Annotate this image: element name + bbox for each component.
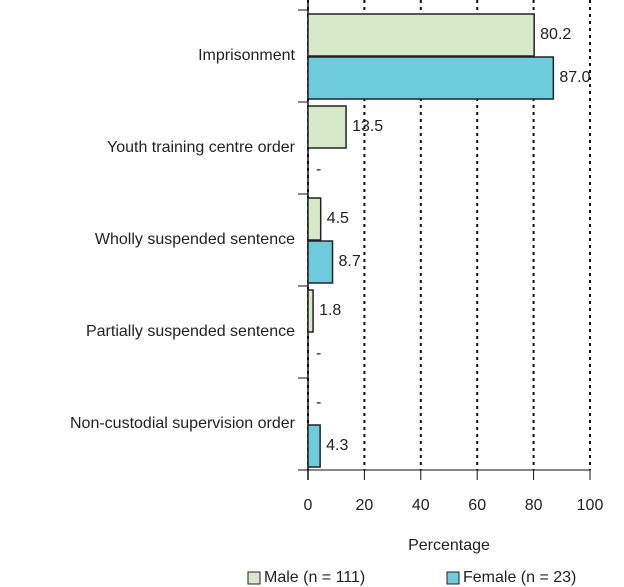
bar — [307, 424, 321, 468]
value-label: - — [316, 161, 321, 178]
legend-label: Female (n = 23) — [463, 569, 576, 586]
bar — [307, 105, 347, 149]
legend-swatch — [446, 571, 460, 585]
y-tick-label: Imprisonment — [198, 47, 295, 64]
value-label: 4.5 — [327, 210, 349, 227]
x-tick-label: 100 — [577, 497, 604, 514]
bar — [307, 56, 555, 100]
y-tick-label: Youth training centre order — [107, 139, 295, 156]
x-tick-label: 0 — [304, 497, 313, 514]
value-label: - — [316, 394, 321, 411]
x-axis-title: Percentage — [408, 537, 490, 554]
bar — [307, 197, 322, 241]
legend-swatch — [247, 571, 261, 585]
value-label: 80.2 — [540, 26, 571, 43]
x-tick-label: 80 — [525, 497, 543, 514]
value-label: 87.0 — [559, 69, 590, 86]
x-tick-label: 20 — [356, 497, 374, 514]
bar — [307, 13, 535, 57]
bar — [307, 240, 334, 284]
value-label: 13.5 — [352, 118, 383, 135]
value-label: 4.3 — [326, 437, 348, 454]
legend-label: Male (n = 111) — [264, 569, 365, 586]
y-tick-label: Non-custodial supervision order — [70, 415, 295, 432]
y-tick-label: Partially suspended sentence — [85, 323, 295, 340]
value-label: - — [316, 345, 321, 362]
value-label: 8.7 — [339, 253, 361, 270]
x-tick-label: 40 — [412, 497, 430, 514]
y-tick-label: Wholly suspended sentence — [94, 231, 295, 248]
bar — [307, 289, 314, 333]
x-tick-label: 60 — [468, 497, 486, 514]
value-label: 1.8 — [319, 302, 341, 319]
